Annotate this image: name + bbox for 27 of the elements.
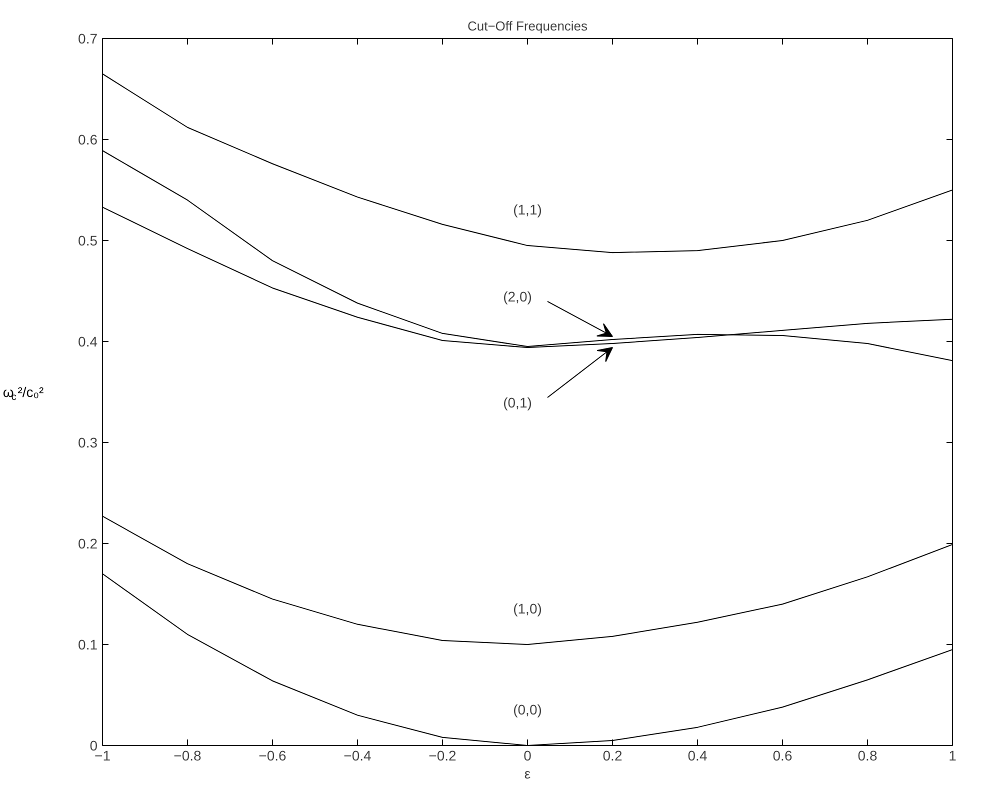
- y-tick-label: 0.6: [78, 132, 98, 148]
- y-tick-label: 0.7: [78, 30, 98, 46]
- line-series: [102, 150, 952, 362]
- x-tick-label: 0.4: [688, 748, 708, 764]
- chart-title: Cut−Off Frequencies: [467, 18, 588, 34]
- x-tick-label: −0.8: [174, 748, 202, 764]
- x-tick-label: 1: [948, 748, 957, 764]
- series-label: (0,0): [513, 702, 542, 718]
- x-tick-label: 0: [524, 748, 532, 764]
- series-label: (1,0): [513, 600, 542, 616]
- text: (0,1): [503, 394, 532, 411]
- x-tick-label: −0.2: [428, 748, 457, 764]
- y-tick-label: 0.1: [78, 636, 98, 652]
- y-tick-label: 0: [90, 738, 98, 754]
- y-tick-label: 0.5: [78, 232, 98, 248]
- y-tick-label: 0.3: [78, 434, 98, 450]
- y-tick-label: 0.2: [78, 536, 98, 552]
- x-tick-label: −0.4: [344, 748, 372, 764]
- series-label: (1,1): [513, 202, 542, 218]
- x-tick-label: 0.8: [858, 748, 878, 764]
- x-tick-label: 0.6: [772, 748, 792, 764]
- text: (2,0): [503, 288, 532, 304]
- x-axis-title: ε: [524, 766, 531, 782]
- y-tick-label: 0.4: [78, 334, 98, 350]
- x-tick-label: −0.6: [258, 748, 287, 764]
- x-tick-label: 0.2: [602, 748, 622, 764]
- line-series: [102, 73, 952, 254]
